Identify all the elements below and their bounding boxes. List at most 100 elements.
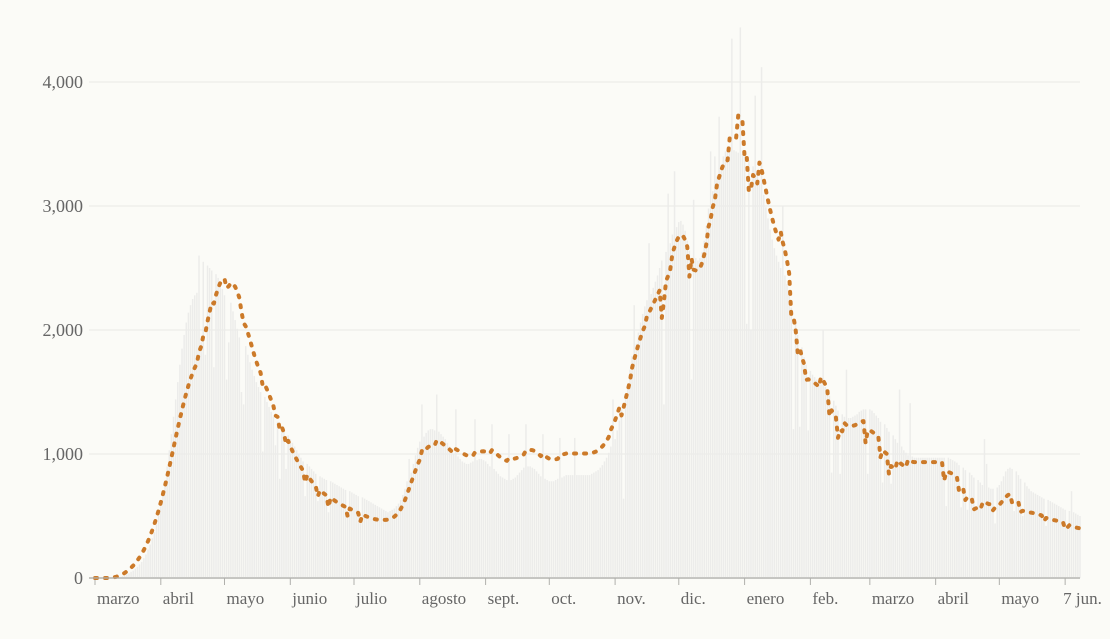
daily-bar xyxy=(920,458,921,578)
daily-bar xyxy=(534,469,535,578)
daily-bar xyxy=(646,300,647,578)
daily-bar xyxy=(827,391,828,578)
daily-bar xyxy=(990,489,991,578)
daily-bar xyxy=(689,251,690,578)
daily-bar xyxy=(735,151,736,578)
daily-bar xyxy=(973,478,974,578)
x-axis-tick-label: sept. xyxy=(488,589,520,608)
daily-bar xyxy=(861,411,862,578)
daily-bar xyxy=(589,475,590,578)
daily-bar xyxy=(583,475,584,578)
daily-bar xyxy=(604,461,605,578)
daily-bar xyxy=(918,458,919,578)
daily-bar xyxy=(504,479,505,578)
x-axis-tick-label: marzo xyxy=(97,589,139,608)
daily-bar xyxy=(152,538,153,578)
daily-bar xyxy=(398,504,399,578)
time-series-chart: 01,0002,0003,0004,000marzoabrilmayojunio… xyxy=(0,0,1110,639)
daily-bar xyxy=(992,489,993,578)
daily-bar xyxy=(771,239,772,578)
daily-bar xyxy=(1079,516,1080,578)
daily-bar xyxy=(228,342,229,578)
daily-bar xyxy=(260,392,261,578)
daily-bar xyxy=(540,476,541,578)
daily-bar xyxy=(608,453,609,578)
daily-bar xyxy=(481,459,482,578)
daily-bar xyxy=(268,407,269,578)
daily-bar xyxy=(489,466,490,578)
daily-bar xyxy=(164,481,165,578)
daily-bar xyxy=(1069,511,1070,578)
daily-bar xyxy=(595,471,596,578)
daily-bar xyxy=(858,412,859,578)
daily-bar xyxy=(591,474,592,578)
daily-bar xyxy=(831,473,832,578)
daily-bar xyxy=(406,481,407,578)
daily-bar xyxy=(468,464,469,578)
daily-bar xyxy=(387,512,388,578)
daily-bar xyxy=(220,283,221,578)
daily-bar xyxy=(502,478,503,578)
daily-bar xyxy=(1026,486,1027,578)
daily-bar xyxy=(1013,511,1014,578)
daily-bar xyxy=(678,222,679,578)
daily-bar xyxy=(256,382,257,578)
daily-bar xyxy=(277,422,278,578)
daily-bar xyxy=(143,558,144,578)
daily-bar xyxy=(636,344,637,578)
daily-bar xyxy=(812,375,813,578)
daily-bar xyxy=(162,495,163,578)
daily-bar xyxy=(1016,471,1017,578)
daily-bar xyxy=(1075,514,1076,578)
daily-bar xyxy=(173,417,174,578)
daily-bar xyxy=(784,275,785,578)
daily-bar xyxy=(529,466,530,578)
daily-bar xyxy=(627,383,628,578)
daily-bar xyxy=(563,476,564,578)
daily-bar xyxy=(179,365,180,578)
daily-bar xyxy=(769,230,770,578)
daily-bar xyxy=(1018,475,1019,578)
daily-bar xyxy=(209,268,210,578)
daily-bar xyxy=(381,509,382,578)
daily-bar xyxy=(353,494,354,578)
daily-bar xyxy=(653,288,654,578)
daily-bar xyxy=(587,475,588,578)
daily-bar xyxy=(820,385,821,578)
daily-bar xyxy=(996,487,997,578)
daily-bar xyxy=(128,573,129,578)
daily-bar xyxy=(192,299,193,578)
daily-bar xyxy=(1001,481,1002,578)
daily-bar xyxy=(742,154,743,578)
y-axis-tick-label: 0 xyxy=(74,568,83,588)
daily-bar xyxy=(421,404,422,578)
daily-bar xyxy=(727,149,728,578)
daily-bar xyxy=(704,241,705,578)
daily-bar xyxy=(510,480,511,578)
daily-bar xyxy=(948,458,949,578)
daily-bar xyxy=(553,481,554,578)
daily-bar xyxy=(706,226,707,578)
daily-bar xyxy=(631,356,632,578)
daily-bar xyxy=(839,474,840,578)
daily-bar xyxy=(544,479,545,578)
daily-bar xyxy=(343,489,344,578)
daily-bar xyxy=(442,437,443,578)
daily-bar xyxy=(485,461,486,578)
daily-bar xyxy=(733,150,734,578)
daily-bar xyxy=(924,458,925,578)
daily-bar xyxy=(332,483,333,578)
daily-bar xyxy=(217,278,218,578)
daily-bar xyxy=(470,463,471,578)
daily-bar xyxy=(1041,497,1042,578)
daily-bar xyxy=(1058,506,1059,578)
daily-bar xyxy=(498,474,499,578)
daily-bar xyxy=(549,481,550,578)
daily-bar xyxy=(793,429,794,578)
daily-bar xyxy=(188,313,189,578)
daily-bar xyxy=(905,453,906,578)
x-axis-tick-label: junio xyxy=(291,589,327,608)
daily-bar xyxy=(368,501,369,578)
daily-bar xyxy=(977,480,978,578)
x-axis-tick-label: abril xyxy=(163,589,194,608)
